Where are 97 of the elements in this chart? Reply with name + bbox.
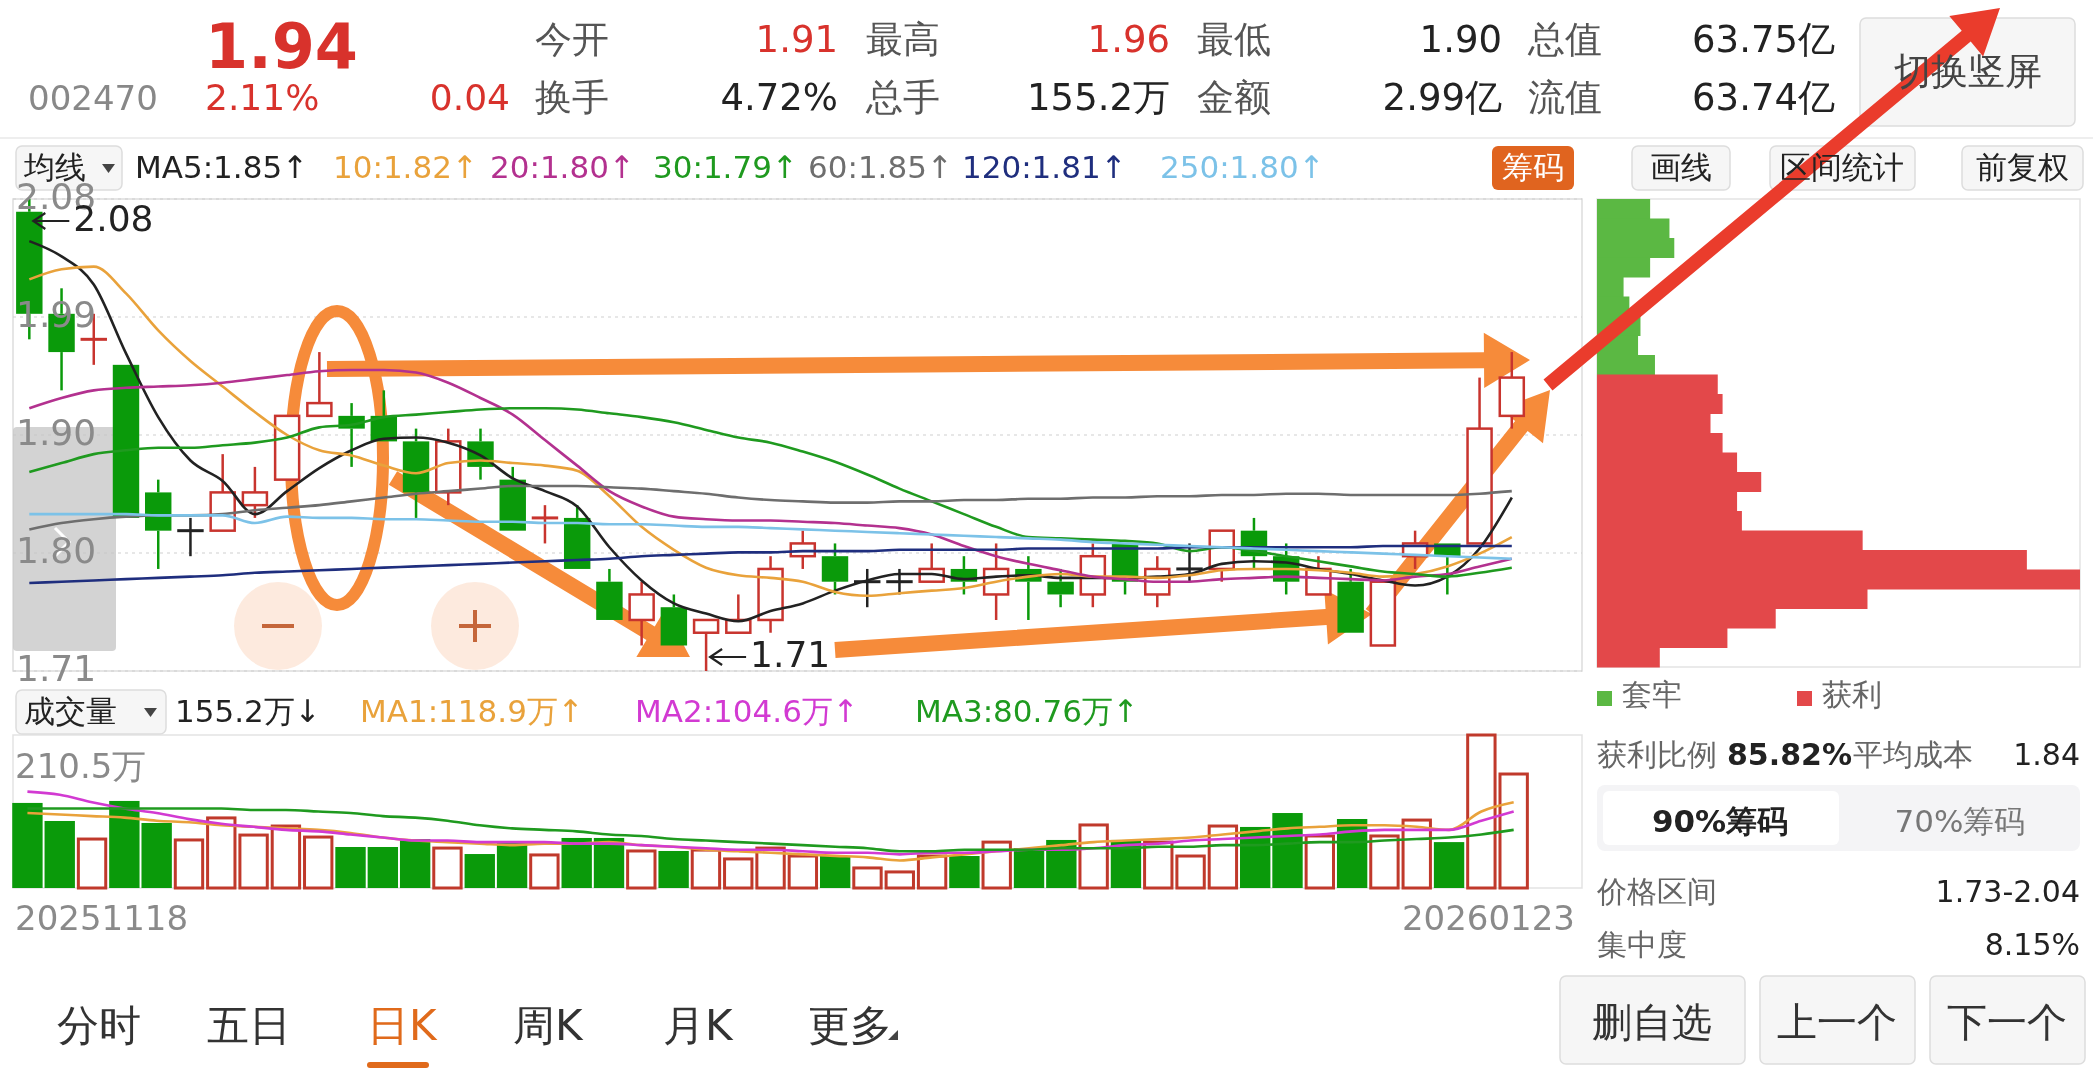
bar [658, 850, 689, 888]
text: 155.2万 [1027, 76, 1170, 119]
text: 1.90 [1419, 18, 1502, 61]
text: 周K [513, 1001, 584, 1050]
bar [1401, 818, 1432, 890]
bar [787, 854, 819, 890]
text: MA3:80.76万↑ [915, 693, 1139, 729]
text: 8.15% [1984, 927, 2080, 962]
bar [561, 837, 592, 888]
bar [303, 835, 334, 890]
text: 月K [663, 1001, 734, 1050]
text: 上一个 [1777, 999, 1897, 1045]
text: 集中度 [1597, 927, 1687, 962]
bar [626, 849, 657, 890]
bar [1207, 824, 1239, 890]
bar [367, 847, 399, 888]
text: 套牢 [1622, 677, 1682, 712]
bar [464, 854, 495, 888]
text: 最高 [866, 18, 940, 61]
text: 30:1.79↑ [653, 149, 798, 185]
text: 0.04 [429, 77, 510, 118]
text: 120:1.81↑ [962, 149, 1127, 185]
line-series [28, 484, 1514, 531]
text: 更多 [808, 1001, 892, 1050]
text: 最低 [1197, 18, 1271, 61]
candlestick [628, 580, 655, 647]
bar [949, 856, 980, 888]
bar [1078, 823, 1109, 890]
annotation: 210.5万 [15, 746, 147, 786]
bar [335, 847, 366, 888]
text: 70%筹码 [1894, 803, 2026, 839]
bar [723, 857, 754, 890]
text: 平均成本 [1853, 737, 1973, 772]
text: 2.99亿 [1382, 76, 1502, 119]
bar [173, 838, 205, 890]
text: 85.82% [1727, 737, 1852, 772]
bar [270, 824, 302, 890]
bar [12, 802, 43, 888]
text: 1.73-2.04 [1935, 874, 2080, 909]
text: MA2:104.6万↑ [635, 693, 859, 729]
text: 002470 [28, 78, 158, 118]
text: 1.91 [755, 18, 838, 61]
y-tick-label: 1.90 [16, 412, 97, 453]
text: 今开 [535, 18, 609, 61]
y-tick-label: 1.80 [16, 530, 97, 571]
text: MA1:118.9万↑ [360, 693, 584, 729]
text: 删自选 [1592, 999, 1712, 1045]
text: 下一个 [1947, 999, 2067, 1045]
candlestick [177, 516, 204, 558]
text: 前复权 [1975, 149, 2069, 185]
bar [529, 853, 560, 890]
bar [206, 816, 237, 890]
text: 五日 [207, 1001, 291, 1050]
text: 60:1.85↑ [808, 149, 953, 185]
text: 获利比例 [1597, 737, 1717, 772]
text: 155.2万↓ [175, 693, 321, 729]
annotation: 1.71 [750, 634, 831, 675]
bar [432, 846, 463, 890]
bar [1175, 854, 1206, 890]
text: 63.74亿 [1692, 76, 1835, 119]
text: 筹码 [1502, 149, 1564, 185]
bar [819, 856, 851, 888]
text: 金额 [1197, 76, 1271, 119]
text: 63.75亿 [1692, 18, 1835, 61]
bar [593, 837, 625, 888]
bar [238, 833, 269, 890]
text: 日K [367, 1001, 438, 1050]
bar [852, 866, 883, 890]
bar [884, 870, 915, 890]
text: 1.84 [2013, 737, 2080, 772]
text: 总值 [1527, 18, 1602, 61]
text: 成交量 [24, 693, 117, 729]
text: 获利 [1822, 677, 1882, 712]
text: 价格区间 [1596, 874, 1717, 909]
bar [1013, 848, 1045, 888]
text: 10:1.82↑ [333, 149, 478, 185]
bar [1433, 842, 1465, 888]
bar [44, 820, 75, 888]
text: 20251118 [15, 898, 189, 938]
text: 4.72% [720, 76, 838, 119]
text: 250:1.80↑ [1160, 149, 1325, 185]
text: MA5:1.85↑ [135, 149, 309, 185]
bar [981, 840, 1012, 890]
text: 流值 [1528, 76, 1602, 119]
text: 1.96 [1087, 18, 1170, 61]
text: 总手 [865, 76, 940, 119]
text: 90%筹码 [1651, 803, 1789, 839]
bar [399, 839, 431, 888]
bar [76, 837, 108, 890]
bar [1369, 834, 1400, 890]
text: 分时 [57, 1001, 141, 1050]
text: 画线 [1650, 149, 1712, 185]
text: 20260123 [1401, 898, 1575, 938]
bar [496, 842, 528, 888]
text: 换手 [535, 76, 609, 119]
y-tick-label: 1.71 [16, 648, 97, 689]
text: 20:1.80↑ [490, 149, 635, 185]
